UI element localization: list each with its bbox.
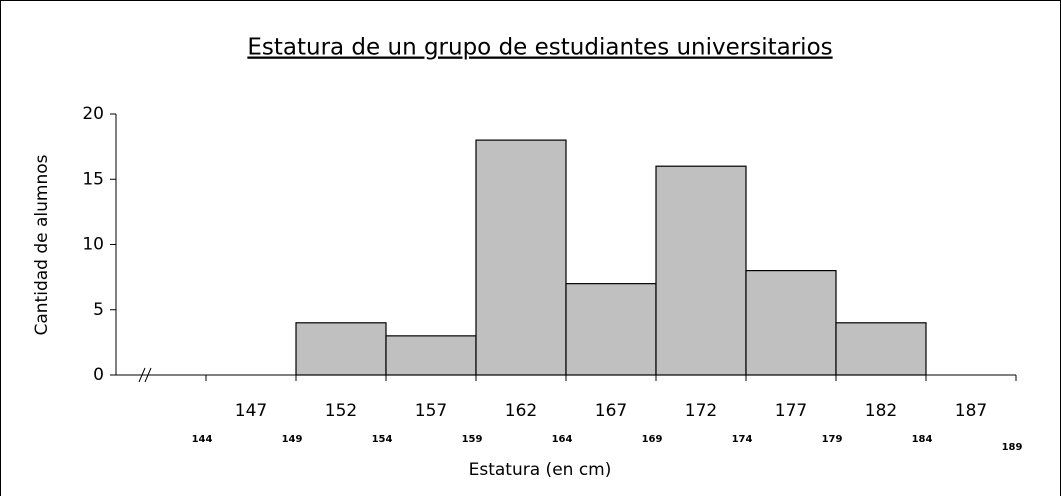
x-tick-label: 154 bbox=[372, 434, 393, 445]
bar bbox=[745, 270, 837, 376]
y-tick-label: 5 bbox=[93, 300, 104, 320]
x-tick-label: 169 bbox=[642, 434, 663, 445]
class-mark-label: 182 bbox=[865, 401, 897, 421]
class-mark-label: 172 bbox=[685, 401, 717, 421]
y-tick-label: 20 bbox=[82, 104, 104, 124]
class-mark-label: 152 bbox=[325, 401, 357, 421]
class-mark-label: 162 bbox=[505, 401, 537, 421]
x-tick-label: 164 bbox=[552, 434, 573, 445]
class-mark-label: 177 bbox=[775, 401, 807, 421]
class-mark-label: 147 bbox=[235, 401, 267, 421]
y-tick-label: 15 bbox=[82, 169, 104, 189]
x-tick-label: 159 bbox=[462, 434, 483, 445]
x-tick-label: 149 bbox=[282, 434, 303, 445]
y-axis-label: Cantidad de alumnos bbox=[32, 154, 52, 335]
x-tick-label: 184 bbox=[912, 434, 933, 445]
bar bbox=[655, 165, 747, 376]
x-tick-label: 174 bbox=[732, 434, 753, 445]
class-mark-label: 167 bbox=[595, 401, 627, 421]
class-mark-label: 187 bbox=[955, 401, 987, 421]
x-tick-label: 189 bbox=[1002, 442, 1023, 453]
y-tick-label: 0 bbox=[93, 365, 104, 385]
class-mark-label: 157 bbox=[415, 401, 447, 421]
x-tick-label: 144 bbox=[192, 434, 213, 445]
bar bbox=[835, 322, 927, 376]
bar bbox=[565, 283, 657, 376]
bar bbox=[475, 139, 567, 376]
chart-title: Estatura de un grupo de estudiantes univ… bbox=[247, 35, 832, 61]
bar bbox=[295, 322, 387, 376]
x-axis-label: Estatura (en cm) bbox=[469, 460, 612, 480]
x-tick-label: 179 bbox=[822, 434, 843, 445]
y-tick-label: 10 bbox=[82, 235, 104, 255]
bar bbox=[385, 335, 477, 376]
